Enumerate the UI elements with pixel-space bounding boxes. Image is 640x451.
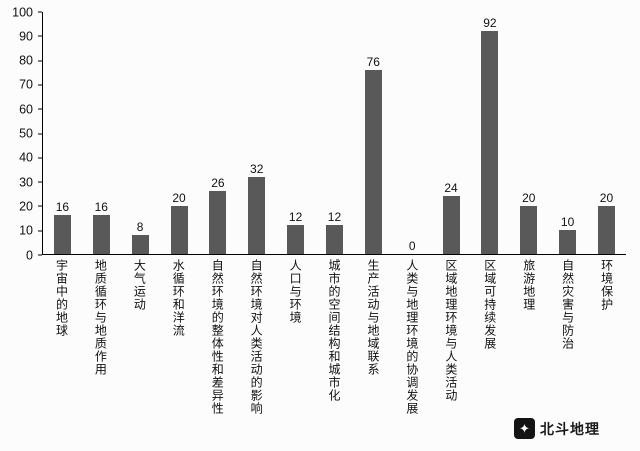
x-axis-label: 区域地理环境与人类活动 [443, 259, 458, 402]
bar-value-label: 24 [444, 180, 458, 195]
bar-value-label: 0 [408, 239, 416, 253]
bar [520, 205, 538, 254]
bar [597, 205, 615, 254]
bar [131, 234, 149, 254]
bar-value-label: 12 [327, 209, 342, 224]
bar-value-label: 10 [560, 214, 575, 229]
y-tick-mark [38, 84, 42, 86]
x-axis-label: 宇宙中的地球 [54, 259, 69, 337]
y-tick-label: 10 [19, 223, 33, 238]
y-tick-mark [38, 205, 42, 207]
bar-value-label: 16 [55, 200, 70, 215]
x-axis-label: 地质循环与地质作用 [93, 259, 108, 376]
y-tick-mark [38, 157, 42, 159]
x-axis-label: 人类与地理环境的协调发展 [404, 259, 419, 415]
x-axis-label: 生产活动与地域联系 [365, 259, 380, 376]
bar-group: 20 [509, 12, 548, 254]
bar-value-label: 12 [288, 209, 303, 224]
bar-group: 8 [121, 12, 160, 254]
y-axis: 0 10 20 30 40 50 60 70 80 90 100 [0, 6, 42, 261]
x-axis-label: 旅游地理 [521, 259, 536, 311]
bar [559, 229, 577, 254]
y-tick-label: 90 [19, 29, 33, 44]
x-axis-label: 区域可持续发展 [482, 259, 497, 350]
x-axis-label: 大气运动 [132, 259, 147, 311]
y-tick-mark [38, 230, 42, 232]
y-tick-mark [38, 11, 42, 13]
bar [364, 70, 382, 254]
x-axis-label: 环境保护 [599, 259, 614, 311]
bar-group: 16 [43, 12, 82, 254]
bar-group: 92 [470, 12, 509, 254]
y-tick-mark [38, 181, 42, 183]
y-tick-label: 40 [19, 150, 33, 165]
bar [325, 224, 343, 254]
bar-value-label: 26 [211, 176, 225, 191]
x-axis-label: 自然环境对人类活动的影响 [249, 259, 264, 415]
watermark: ✦ 北斗地理 [514, 418, 600, 439]
bar-group: 10 [548, 12, 587, 254]
bar [209, 191, 227, 254]
bar-value-label: 92 [483, 16, 497, 31]
y-tick-mark [38, 133, 42, 134]
bar-group: 76 [354, 12, 393, 254]
y-tick-mark [38, 108, 42, 110]
beidou-star-icon: ✦ [514, 418, 535, 439]
y-tick-label: 100 [12, 4, 33, 19]
bar [481, 31, 499, 254]
bar-value-label: 8 [136, 219, 144, 234]
watermark-text: 北斗地理 [540, 420, 600, 437]
bar-group: 12 [315, 12, 354, 254]
y-tick-label: 30 [19, 174, 33, 189]
bar [92, 215, 110, 254]
bar-group: 0 [393, 12, 432, 254]
y-tick-mark [38, 35, 42, 37]
bar-value-label: 20 [172, 190, 186, 205]
y-tick-mark [38, 60, 42, 62]
bar [287, 224, 305, 254]
bar [248, 176, 266, 254]
bar [442, 195, 460, 254]
bar-group: 20 [160, 12, 199, 254]
y-tick-label: 20 [19, 199, 33, 214]
bar-value-label: 20 [599, 190, 614, 205]
x-axis-label: 城市的空间结构和城市化 [327, 259, 342, 402]
plot-area: 16 16 8 20 26 32 12 12 76 0 24 92 20 10 20 [42, 12, 626, 255]
bar-group: 26 [198, 12, 237, 254]
x-axis-labels: 宇宙中的地球 地质循环与地质作用 大气运动 水循环和洋流 自然环境的整体性和差异性 自然环… [42, 259, 626, 447]
bar [170, 205, 188, 254]
y-tick-mark [38, 254, 42, 256]
y-tick-label: 0 [26, 247, 33, 262]
bar-group: 24 [432, 12, 471, 254]
bar [53, 215, 71, 254]
bar-group: 16 [82, 12, 121, 254]
bar-value-label: 76 [366, 55, 380, 70]
bar-value-label: 32 [250, 161, 264, 176]
x-axis-label: 水循环和洋流 [171, 259, 186, 337]
x-axis-label: 自然环境的整体性和差异性 [210, 259, 225, 415]
y-tick-label: 80 [19, 53, 33, 68]
bar-value-label: 20 [522, 190, 536, 205]
x-axis-label: 自然灾害与防治 [560, 259, 575, 350]
bar-group: 12 [276, 12, 315, 254]
bar-value-label: 16 [94, 200, 108, 215]
y-tick-label: 60 [19, 101, 33, 116]
y-tick-label: 70 [19, 77, 33, 92]
bar-group: 20 [587, 12, 626, 254]
x-axis-label: 人口与环境 [288, 259, 303, 324]
bar-group: 32 [237, 12, 276, 254]
y-tick-label: 50 [19, 126, 33, 141]
